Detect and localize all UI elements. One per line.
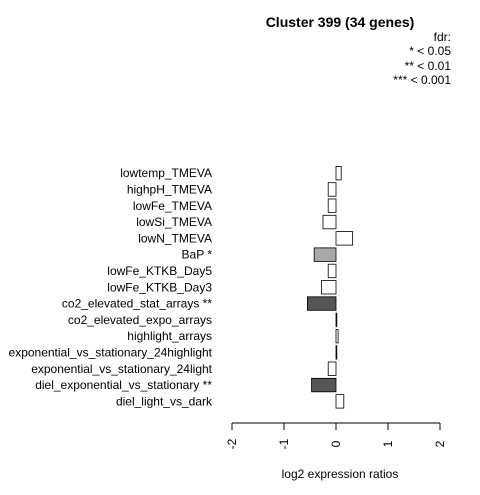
bar xyxy=(335,165,342,181)
category-label: lowFe_KTKB_Day3 xyxy=(107,280,212,294)
bar xyxy=(327,182,337,197)
category-label: BaP * xyxy=(182,248,213,262)
category-label: highlight_arrays xyxy=(127,329,212,343)
legend-entry-1: * < 0.05 xyxy=(409,44,451,58)
x-axis: -2 -1 0 1 2 xyxy=(225,422,447,449)
category-label: lowFe_KTKB_Day5 xyxy=(107,264,212,278)
category-label: co2_elevated_expo_arrays xyxy=(68,313,212,327)
legend-entry-3: *** < 0.001 xyxy=(393,73,451,87)
category-label: exponential_vs_stationary_24highlight xyxy=(9,345,213,359)
category-label: lowSi_TMEVA xyxy=(136,215,212,229)
bar xyxy=(306,296,337,311)
bar xyxy=(335,345,338,360)
bar xyxy=(311,377,337,393)
chart-title: Cluster 399 (34 genes) xyxy=(266,14,415,30)
category-label: highpH_TMEVA xyxy=(127,182,212,196)
category-label: lowN_TMEVA xyxy=(138,231,212,245)
x-tick-label: 1 xyxy=(381,440,395,447)
category-label: lowtemp_TMEVA xyxy=(120,166,212,180)
x-tick-label: -2 xyxy=(225,438,239,449)
bar-group xyxy=(306,165,354,409)
x-tick-label: 0 xyxy=(329,440,343,447)
bar xyxy=(335,394,345,409)
legend-title: fdr: xyxy=(434,30,451,44)
bar xyxy=(335,328,339,344)
category-labels: lowtemp_TMEVA highpH_TMEVA lowFe_TMEVA lowS… xyxy=(9,166,213,408)
bar xyxy=(327,263,337,279)
bar xyxy=(335,312,338,328)
x-tick-label: -1 xyxy=(277,438,291,449)
bar xyxy=(322,214,337,230)
legend: fdr: * < 0.05 ** < 0.01 *** < 0.001 xyxy=(393,30,451,87)
bar xyxy=(335,231,354,246)
x-tick-label: 2 xyxy=(433,440,447,447)
bar xyxy=(321,280,337,295)
legend-entry-2: ** < 0.01 xyxy=(405,59,452,73)
x-axis-label: log2 expression ratios xyxy=(282,467,399,481)
category-label: diel_light_vs_dark xyxy=(116,394,213,408)
category-label: co2_elevated_stat_arrays ** xyxy=(62,297,212,311)
bar xyxy=(327,361,337,376)
category-label: lowFe_TMEVA xyxy=(133,199,212,213)
category-label: diel_exponential_vs_stationary ** xyxy=(35,378,212,392)
category-label: exponential_vs_stationary_24light xyxy=(31,362,212,376)
bar xyxy=(313,247,337,262)
bar xyxy=(327,198,337,213)
